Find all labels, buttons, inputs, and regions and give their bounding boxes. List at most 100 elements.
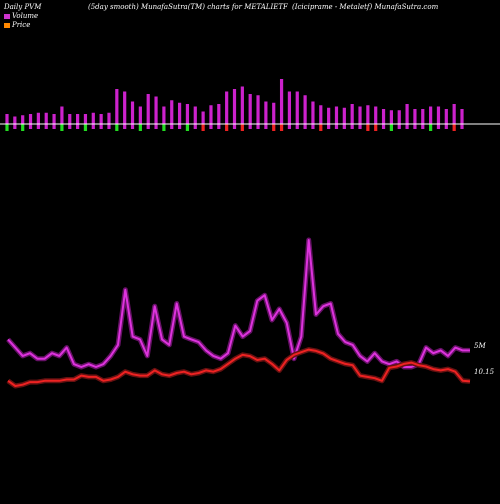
- pvm-bar-down: [60, 124, 64, 131]
- pvm-bar-down: [28, 124, 33, 129]
- pvm-bar-up: [413, 109, 417, 124]
- volume-line-glow: [6, 237, 470, 370]
- pvm-bar-up: [52, 114, 56, 124]
- pvm-bar-up: [334, 106, 339, 124]
- pvm-bar-up: [28, 114, 33, 124]
- pvm-bar-down: [177, 124, 182, 129]
- pvm-bar-down: [138, 124, 142, 131]
- pvm-bar-up: [177, 102, 182, 124]
- pvm-bar-down: [99, 124, 103, 129]
- pvm-bar-up: [272, 102, 276, 124]
- pvm-bar-down: [225, 124, 229, 131]
- pvm-bar-down: [217, 124, 221, 129]
- chart-header-left: Daily PVM: [4, 3, 42, 11]
- volume-line: [7, 239, 470, 368]
- pvm-bar-up: [374, 106, 378, 124]
- pvm-bar-down: [44, 124, 48, 129]
- pvm-bar-up: [389, 110, 393, 124]
- pvm-bar-up: [342, 107, 346, 124]
- pvm-bar-down: [256, 124, 260, 129]
- pvm-bar-up: [232, 89, 237, 124]
- pvm-bar-down: [334, 124, 339, 129]
- pvm-bar-down: [366, 124, 370, 131]
- pvm-bar-down: [295, 124, 299, 129]
- pvm-bar-up: [201, 111, 205, 124]
- pvm-bar-up: [287, 91, 292, 124]
- pvm-bar-up: [248, 94, 252, 124]
- pvm-bar-down: [185, 124, 190, 131]
- pvm-bar-down: [397, 124, 401, 129]
- pvm-bar-down: [272, 124, 276, 131]
- pvm-bar-up: [279, 79, 284, 124]
- pvm-bar-down: [389, 124, 393, 131]
- pvm-bar-up: [123, 91, 127, 124]
- pvm-bar-up: [327, 107, 331, 124]
- pvm-bar-up: [13, 116, 17, 124]
- pvm-bar-down: [460, 124, 464, 129]
- pvm-bar-up: [444, 109, 448, 124]
- pvm-bar-up: [130, 101, 135, 124]
- legend-price: Price: [4, 21, 30, 29]
- pvm-bar-down: [146, 124, 150, 129]
- pvm-bar-down: [319, 124, 323, 131]
- chart-title: (5day smooth) MunafaSutra(TM) charts for…: [88, 3, 288, 11]
- pvm-bar-down: [193, 124, 197, 129]
- pvm-bar-up: [185, 104, 190, 124]
- pvm-bar-up: [154, 96, 158, 124]
- chart-header-right: (Iciciprame - Metaletf) MunafaSutra.com: [292, 3, 439, 11]
- pvm-bar-up: [358, 106, 362, 124]
- pvm-bar-up: [366, 105, 370, 124]
- pvm-bar-up: [350, 104, 354, 124]
- pvm-bar-up: [436, 106, 441, 124]
- pvm-bar-down: [123, 124, 127, 129]
- pvm-bar-up: [429, 106, 433, 124]
- pvm-bar-down: [248, 124, 252, 129]
- legend-volume: Volume: [4, 12, 38, 20]
- pvm-bar-down: [264, 124, 268, 129]
- pvm-bar-down: [287, 124, 292, 129]
- pvm-bar-up: [68, 114, 72, 124]
- pvm-bar-up: [381, 109, 386, 124]
- pvm-bar-up: [170, 100, 174, 124]
- pvm-bar-up: [311, 101, 315, 124]
- pvm-bar-up: [36, 112, 40, 124]
- pvm-bar-down: [240, 124, 244, 131]
- pvm-bar-up: [421, 109, 425, 124]
- pvm-bar-up: [264, 101, 268, 124]
- pvm-bar-down: [350, 124, 354, 129]
- pvm-bar-down: [91, 124, 95, 129]
- pvm-bar-up: [44, 112, 48, 124]
- pvm-bar-down: [5, 124, 9, 131]
- pvm-bar-up: [21, 115, 25, 124]
- pvm-bar-up: [209, 105, 213, 124]
- pvm-bar-up: [138, 106, 142, 124]
- pvm-bar-up: [107, 112, 111, 124]
- pvm-bar-down: [436, 124, 441, 129]
- pvm-bar-up: [217, 104, 221, 124]
- pvm-bar-up: [146, 94, 150, 124]
- pvm-bar-up: [83, 114, 88, 124]
- pvm-bar-up: [452, 104, 456, 124]
- pvm-bar-down: [154, 124, 158, 129]
- pvm-bar-up: [295, 91, 299, 124]
- legend-price-label: Price: [12, 21, 31, 29]
- pvm-bar-up: [240, 86, 244, 124]
- pvm-bar-up: [303, 95, 307, 124]
- pvm-bar-down: [421, 124, 425, 129]
- pvm-bar-down: [209, 124, 213, 129]
- pvm-bar-down: [374, 124, 378, 131]
- price-line: [7, 348, 471, 387]
- pvm-bar-up: [193, 106, 197, 124]
- price-swatch: [4, 22, 10, 28]
- pvm-bar-up: [162, 106, 166, 124]
- pvm-bar-down: [52, 124, 56, 129]
- pvm-bar-down: [21, 124, 25, 131]
- pvm-bar-down: [381, 124, 386, 129]
- pvm-bar-up: [99, 114, 103, 124]
- pvm-bar-up: [256, 95, 260, 124]
- price-end-label: 10.15: [474, 368, 495, 376]
- pvm-bar-up: [5, 114, 9, 124]
- pvm-bar-down: [130, 124, 135, 129]
- pvm-bar-down: [115, 124, 119, 131]
